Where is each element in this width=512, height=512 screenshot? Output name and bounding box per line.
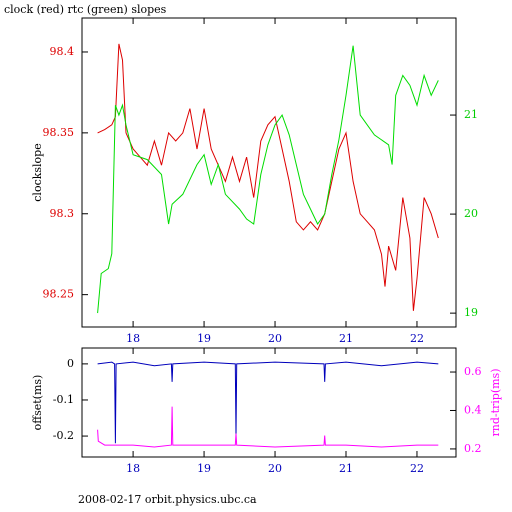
data-line xyxy=(97,361,439,444)
y-tick-label: 98.3 xyxy=(50,207,75,220)
chart-title: clock (red) rtc (green) slopes xyxy=(4,3,167,16)
x-tick-label: 19 xyxy=(197,332,211,345)
y-tick-label: 98.25 xyxy=(43,288,75,301)
y-tick-label: 0.4 xyxy=(464,403,482,416)
y-tick-label: 98.35 xyxy=(43,126,75,139)
y2-axis-label: rnd-trip(ms) xyxy=(489,369,502,437)
x-tick-label: 21 xyxy=(339,462,353,475)
plot-frame xyxy=(81,17,457,328)
x-tick-label: 21 xyxy=(339,332,353,345)
plot-frame xyxy=(81,347,457,458)
footer: 2008-02-17 orbit.physics.ubc.ca xyxy=(78,493,257,506)
y-tick-label: 20 xyxy=(464,207,478,220)
x-tick-label: 18 xyxy=(126,462,140,475)
data-line xyxy=(97,406,439,448)
data-line xyxy=(97,45,439,314)
y-tick-label: 21 xyxy=(464,108,478,121)
y-tick-label: -0.1 xyxy=(53,393,74,406)
y-tick-label: 0.6 xyxy=(464,365,482,378)
y-tick-label: 0 xyxy=(67,357,74,370)
y-tick-label: 98.4 xyxy=(50,45,75,58)
y-axis-label: clockslope xyxy=(31,143,44,201)
x-tick-label: 20 xyxy=(268,332,282,345)
x-tick-label: 18 xyxy=(126,332,140,345)
y-axis-label: offset(ms) xyxy=(31,375,44,431)
data-line xyxy=(97,43,439,311)
x-tick-label: 19 xyxy=(197,462,211,475)
x-tick-label: 22 xyxy=(410,462,424,475)
x-tick-label: 22 xyxy=(410,332,424,345)
y-tick-label: -0.2 xyxy=(53,429,74,442)
y-tick-label: 19 xyxy=(464,306,478,319)
x-tick-label: 20 xyxy=(268,462,282,475)
y-tick-label: 0.2 xyxy=(464,442,482,455)
